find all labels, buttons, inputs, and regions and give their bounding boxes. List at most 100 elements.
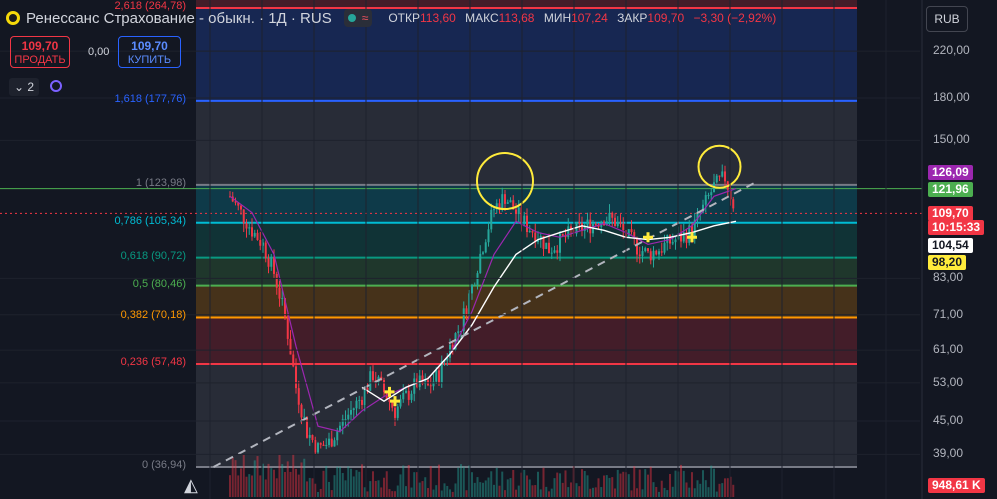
candle-body: [523, 215, 526, 223]
price-axis-tick: 71,00: [933, 306, 964, 321]
volume-bar: [245, 476, 248, 497]
candle-body: [586, 219, 589, 226]
fib-band: [196, 0, 857, 8]
volume-bar: [680, 464, 682, 497]
volume-bar: [325, 465, 328, 497]
volume-bar: [374, 480, 377, 497]
candle-body: [476, 273, 479, 285]
price-tag: 104,54: [928, 238, 973, 253]
volume-bar: [603, 475, 605, 497]
volume-bar: [440, 490, 443, 497]
volume-bar: [658, 491, 660, 497]
candle-body: [652, 250, 655, 261]
candle-body: [264, 242, 267, 259]
loading-circle-icon[interactable]: [50, 80, 62, 92]
candle-body: [718, 175, 721, 177]
candle-body: [253, 232, 256, 237]
candle-body: [680, 232, 682, 242]
volume-bar: [352, 476, 355, 497]
volume-bar: [336, 466, 339, 497]
volume-bar: [259, 475, 262, 497]
candle-body: [317, 443, 319, 453]
candle-body: [462, 308, 465, 332]
candle-body: [300, 404, 303, 418]
volume-bar: [710, 465, 713, 497]
candle-body: [325, 445, 328, 447]
candle-body: [347, 414, 350, 420]
market-status-pill[interactable]: ≈: [343, 9, 373, 27]
candle-body: [473, 284, 476, 286]
volume-bar: [570, 482, 572, 497]
volume-bar: [504, 490, 506, 497]
volume-bar: [509, 478, 512, 497]
volume-bar: [451, 491, 454, 497]
candle-body: [647, 248, 649, 252]
candle-body: [644, 248, 647, 252]
volume-bar: [545, 486, 548, 497]
candle-body: [339, 425, 341, 432]
price-tag: 126,09: [928, 165, 973, 180]
volume-bar: [619, 473, 622, 497]
ohlc-low-key: МИН: [543, 11, 572, 25]
buy-label: КУПИТЬ: [127, 54, 172, 66]
candle-body: [363, 387, 366, 405]
spread-value: 0,00: [88, 46, 110, 58]
candle-body: [666, 235, 669, 243]
cross-marker: [384, 386, 395, 397]
fib-level-label: 1 (123,98): [135, 176, 186, 189]
candle-body: [471, 285, 473, 294]
tradingview-logo-icon[interactable]: ◭: [184, 475, 198, 495]
candle-body: [319, 443, 322, 445]
highlight-circle: [476, 152, 534, 211]
chevron-down-icon: ⌄: [13, 80, 25, 94]
volume-bar: [688, 487, 691, 497]
volume-bar: [498, 485, 501, 497]
candle-body: [493, 209, 495, 211]
volume-bar: [248, 474, 251, 497]
candle-body: [537, 239, 539, 243]
symbol-title[interactable]: Ренессанс Страхование - обыкн. · 1Д · RU…: [26, 9, 332, 27]
volume-bar: [567, 487, 570, 497]
candle-body: [542, 235, 545, 249]
volume-bar: [484, 480, 487, 497]
volume-bar: [237, 475, 240, 497]
volume-bar: [462, 466, 465, 497]
candle-body: [314, 439, 317, 453]
volume-bar: [278, 454, 281, 497]
volume-bar: [531, 485, 534, 497]
volume-bar: [586, 475, 589, 497]
candle-body: [330, 438, 333, 447]
candle-body: [693, 219, 696, 238]
candle-body: [633, 232, 636, 239]
volume-bar: [350, 468, 352, 497]
indicators-toggle[interactable]: ⌄ 2: [9, 78, 39, 96]
volume-bar: [394, 491, 396, 497]
candle-body: [710, 192, 713, 196]
price-change: −3,30 (−2,92%): [693, 11, 777, 25]
volume-bar: [476, 477, 479, 497]
buy-button[interactable]: 109,70 КУПИТЬ: [118, 36, 181, 68]
volume-bar: [388, 489, 391, 497]
candle-body: [369, 371, 372, 391]
volume-bar: [702, 470, 704, 497]
candle-body: [545, 242, 548, 249]
volume-bar: [553, 478, 556, 497]
candle-body: [512, 200, 515, 210]
volume-bar: [636, 488, 638, 497]
currency-button[interactable]: RUB: [926, 6, 968, 32]
volume-bar: [308, 477, 311, 497]
candle-body: [350, 410, 352, 415]
candle-body: [614, 217, 616, 227]
fib-level-label: 0,786 (105,34): [114, 214, 186, 227]
volume-bar: [460, 464, 462, 497]
volume-bar: [471, 472, 473, 497]
sell-button[interactable]: 109,70 ПРОДАТЬ: [10, 36, 70, 68]
volume-bar: [718, 483, 721, 497]
volume-bar: [347, 466, 350, 497]
volume-bar: [383, 477, 385, 497]
candle-body: [328, 438, 330, 446]
candle-body: [509, 200, 512, 203]
volume-bar: [682, 470, 685, 497]
candle-body: [608, 212, 611, 222]
